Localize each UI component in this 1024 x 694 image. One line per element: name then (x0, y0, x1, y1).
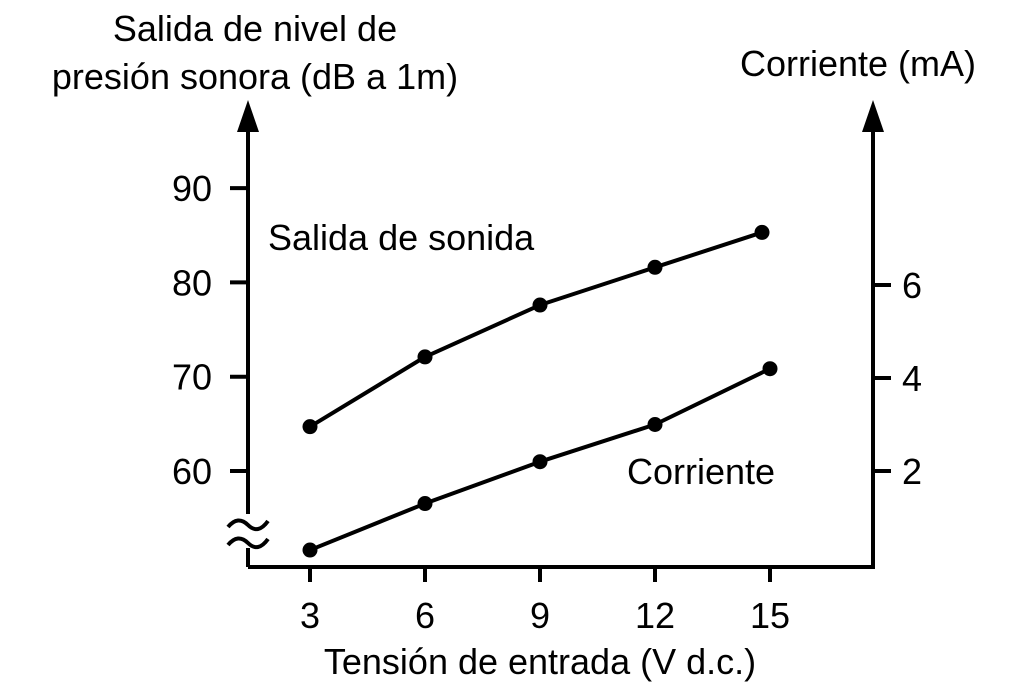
left-tick-label: 70 (172, 357, 212, 398)
x-axis-title: Tensión de entrada (V d.c.) (324, 641, 756, 682)
x-tick-label: 12 (635, 595, 675, 636)
series (302, 224, 778, 558)
left-y-ticks: 60 70 80 90 (172, 168, 248, 492)
left-tick-label: 80 (172, 262, 212, 303)
sound-output-data-point (532, 297, 548, 313)
axis-break-lower (226, 536, 270, 550)
right-tick-label: 2 (902, 451, 922, 492)
sound-output-data-point (754, 224, 770, 240)
x-tick-label: 6 (415, 595, 435, 636)
left-axis-title-line1: Salida de nivel de (113, 8, 397, 49)
x-tick-label: 15 (750, 595, 790, 636)
sound-output-data-point (417, 349, 433, 365)
right-tick-label: 4 (902, 358, 922, 399)
x-tick-label: 3 (300, 595, 320, 636)
left-tick-label: 60 (172, 451, 212, 492)
left-axis-arrow (237, 100, 259, 132)
right-y-ticks: 2 4 6 (873, 265, 922, 492)
sound-output-data-point (647, 259, 663, 275)
x-ticks: 3 6 9 12 15 (300, 567, 790, 636)
current-data-point (762, 361, 778, 377)
current-data-point (647, 417, 663, 432)
series-label-sound: Salida de sonida (268, 217, 535, 258)
current-data-point (302, 542, 318, 558)
axes (226, 100, 884, 569)
sound-output-series-line (308, 230, 763, 429)
current-data-point (532, 454, 548, 470)
current-data-point (417, 496, 433, 512)
axis-break-upper (226, 518, 270, 532)
x-tick-label: 9 (530, 595, 550, 636)
right-axis-arrow (862, 100, 884, 132)
sound-output-data-point (302, 419, 318, 435)
left-axis-title-line2: presión sonora (dB a 1m) (52, 56, 458, 97)
right-tick-label: 6 (902, 265, 922, 306)
series-label-current: Corriente (627, 451, 775, 492)
right-axis-title: Corriente (mA) (740, 43, 976, 84)
left-tick-label: 90 (172, 168, 212, 209)
